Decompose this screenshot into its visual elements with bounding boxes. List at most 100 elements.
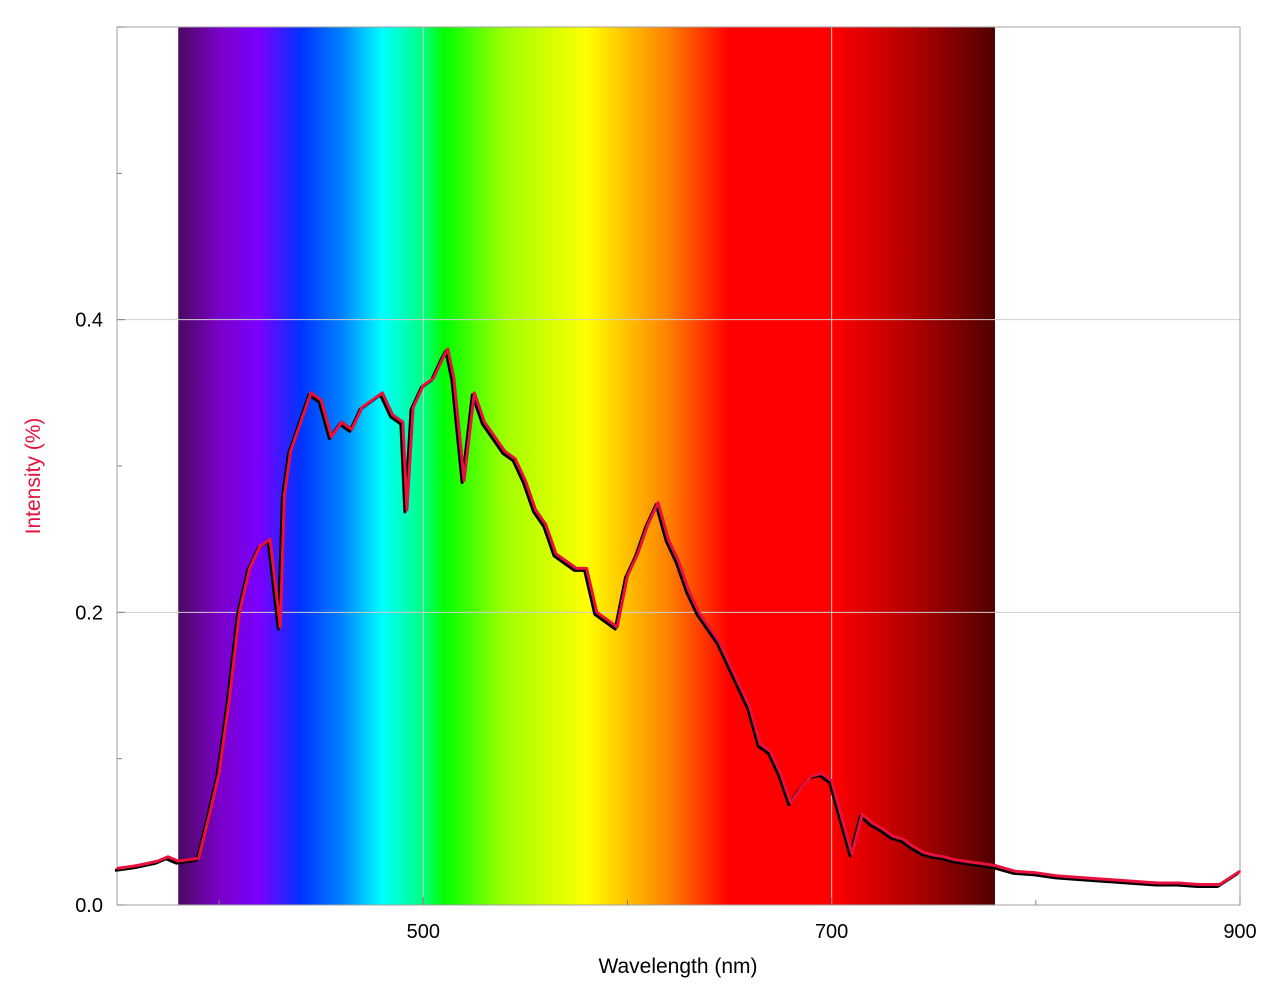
data-point <box>289 450 292 453</box>
data-point <box>351 428 353 431</box>
data-point <box>371 399 374 402</box>
data-point <box>228 699 231 701</box>
x-tick-label: 500 <box>407 921 440 943</box>
data-point <box>616 626 618 628</box>
data-point <box>575 567 578 570</box>
data-point <box>402 421 404 423</box>
data-point <box>585 567 588 570</box>
data-point <box>493 435 496 438</box>
data-point <box>473 392 476 394</box>
data-point <box>739 684 741 687</box>
data-point <box>800 787 802 789</box>
data-point <box>647 523 649 526</box>
data-point <box>657 501 659 504</box>
data-point <box>442 355 445 358</box>
data-point <box>1198 883 1200 886</box>
data-point <box>1075 876 1078 878</box>
data-point <box>810 775 812 777</box>
data-point <box>687 589 690 592</box>
data-point <box>197 857 200 859</box>
data-point <box>534 509 537 511</box>
y-axis-label: Intensity (%) <box>22 418 45 535</box>
data-point <box>340 421 343 423</box>
data-point <box>943 855 945 858</box>
data-point <box>391 414 394 416</box>
data-point <box>1137 880 1139 883</box>
x-axis-label: Wavelength (nm) <box>598 955 757 978</box>
data-point <box>851 853 853 855</box>
data-point <box>1096 877 1098 880</box>
x-tick-labels: 500 700 900 <box>407 921 1257 943</box>
y-tick-label: 0.2 <box>75 602 103 624</box>
data-point <box>922 851 925 854</box>
data-point <box>871 822 874 824</box>
data-point <box>504 450 506 453</box>
data-point <box>698 611 700 614</box>
data-point <box>1055 874 1057 877</box>
data-point <box>861 813 864 816</box>
data-point <box>524 479 527 482</box>
visible-spectrum-band <box>178 27 995 905</box>
data-point <box>932 854 935 856</box>
data-point <box>728 662 731 665</box>
data-point <box>963 860 966 862</box>
data-point <box>902 838 904 840</box>
data-point <box>320 399 323 402</box>
x-tick-label: 900 <box>1223 921 1256 943</box>
data-point <box>1218 883 1221 886</box>
data-point <box>310 392 312 394</box>
data-point <box>973 861 976 864</box>
data-point <box>381 392 384 394</box>
data-point <box>406 509 408 511</box>
data-point <box>984 863 986 865</box>
data-point <box>953 858 955 861</box>
tick-marks <box>117 26 1241 906</box>
data-point <box>1157 882 1160 884</box>
data-point <box>759 743 761 745</box>
data-point <box>1239 870 1241 873</box>
data-point <box>1035 872 1037 874</box>
data-point <box>447 348 449 350</box>
data-point <box>881 828 884 830</box>
data-point <box>177 860 180 862</box>
data-point <box>830 779 833 782</box>
data-point <box>300 421 302 423</box>
data-point <box>718 640 721 643</box>
x-tick-label: 700 <box>815 921 848 943</box>
series-line <box>116 347 1241 886</box>
data-point <box>841 816 843 818</box>
data-point <box>749 706 751 709</box>
data-point <box>330 435 333 438</box>
data-point <box>912 845 915 848</box>
y-tick-label: 0.0 <box>75 895 103 917</box>
data-point <box>136 864 139 867</box>
data-point <box>269 538 271 540</box>
data-point <box>208 816 210 818</box>
data-point <box>422 384 425 387</box>
data-point <box>545 523 547 526</box>
data-point <box>238 611 241 614</box>
data-point <box>167 855 169 858</box>
data-point <box>248 567 251 570</box>
data-point <box>432 377 435 380</box>
data-point <box>677 560 680 562</box>
y-tick-labels: 0.0 0.2 0.4 <box>75 310 103 917</box>
data-point <box>769 750 772 753</box>
data-point <box>667 538 670 540</box>
data-point <box>606 618 608 621</box>
data-point <box>1014 870 1017 873</box>
data-point <box>157 860 159 862</box>
data-point <box>994 864 996 867</box>
data-point <box>1177 882 1180 884</box>
data-point <box>565 560 567 562</box>
data-point <box>279 626 282 628</box>
data-point <box>259 545 261 548</box>
data-point <box>626 575 629 577</box>
data-point <box>779 772 782 775</box>
data-point <box>636 553 639 555</box>
data-point <box>514 457 516 460</box>
data-point <box>820 772 823 775</box>
y-tick-label: 0.4 <box>75 310 103 332</box>
data-point <box>453 377 455 380</box>
